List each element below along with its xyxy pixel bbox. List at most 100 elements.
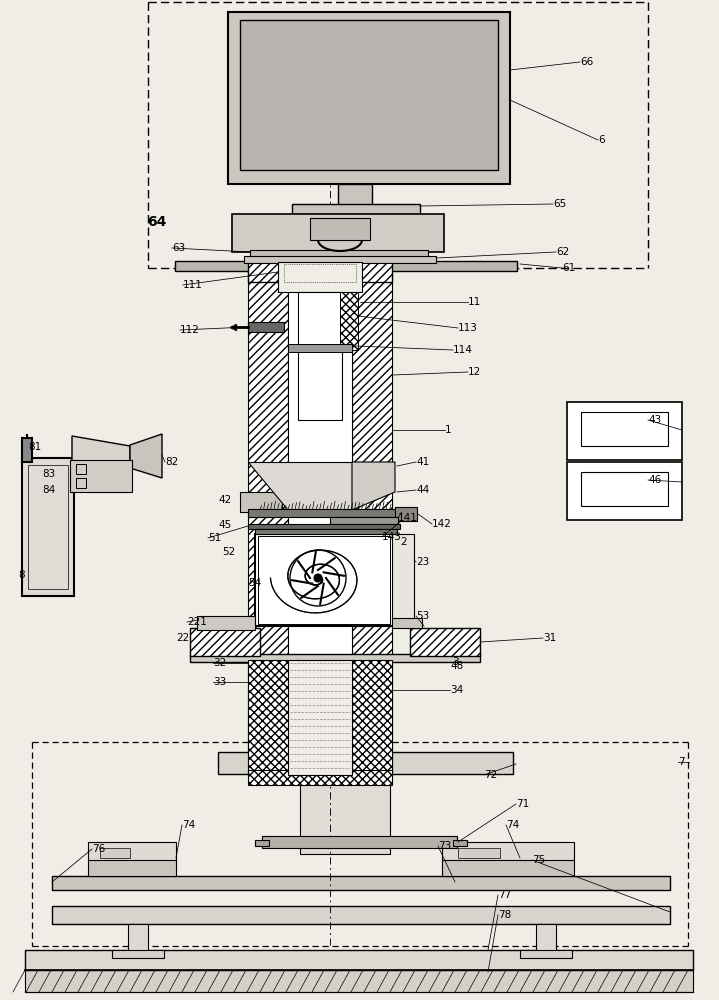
Bar [218, 752, 513, 774]
Bar [352, 265, 392, 775]
Bar [278, 262, 362, 292]
Bar [338, 184, 372, 206]
Text: 141: 141 [398, 513, 418, 523]
Text: 45: 45 [218, 520, 232, 530]
Bar [22, 438, 32, 462]
Text: 3: 3 [452, 657, 459, 667]
Text: 2: 2 [400, 537, 407, 547]
Bar [258, 536, 390, 624]
Polygon shape [248, 462, 352, 510]
Bar [330, 517, 398, 524]
Text: 62: 62 [556, 247, 569, 257]
Text: 111: 111 [183, 280, 203, 290]
Text: 46: 46 [648, 475, 661, 485]
Polygon shape [130, 434, 162, 478]
Text: 34: 34 [450, 685, 463, 695]
Text: 65: 65 [553, 199, 567, 209]
Bar [100, 848, 130, 858]
Bar [536, 924, 556, 952]
Bar [392, 618, 422, 628]
Bar [567, 402, 682, 460]
Bar [520, 950, 572, 958]
Text: 6: 6 [598, 135, 605, 145]
Bar [22, 458, 74, 596]
Bar [581, 412, 668, 446]
Text: 23: 23 [416, 557, 429, 567]
Text: 11: 11 [468, 297, 481, 307]
Bar [250, 250, 428, 258]
Bar [288, 344, 352, 352]
Text: 76: 76 [92, 844, 105, 854]
Bar [298, 292, 342, 420]
Bar [232, 214, 444, 252]
Text: 78: 78 [498, 910, 511, 920]
Text: 12: 12 [468, 367, 481, 377]
Bar [248, 322, 284, 332]
Polygon shape [352, 462, 395, 510]
Text: 33: 33 [213, 677, 226, 687]
Polygon shape [72, 436, 130, 478]
Bar [410, 628, 480, 656]
Text: 75: 75 [532, 855, 545, 865]
Bar [581, 472, 668, 506]
Text: 22: 22 [176, 633, 189, 643]
Bar [197, 616, 255, 630]
Text: 77: 77 [498, 890, 511, 900]
Bar [228, 12, 510, 184]
Text: 71: 71 [516, 799, 529, 809]
Bar [248, 265, 288, 775]
Bar [255, 840, 269, 846]
Bar [25, 950, 693, 970]
Text: 8: 8 [18, 570, 24, 580]
Bar [453, 840, 467, 846]
Bar [244, 256, 436, 263]
Bar [284, 264, 356, 282]
Bar [392, 534, 414, 626]
Bar [395, 507, 417, 521]
Text: 112: 112 [180, 325, 200, 335]
Bar [190, 654, 480, 662]
Bar [340, 292, 358, 350]
Text: 42: 42 [218, 495, 232, 505]
Text: 52: 52 [222, 547, 235, 557]
Bar [300, 774, 390, 854]
Bar [255, 529, 397, 534]
Text: 51: 51 [208, 533, 221, 543]
Bar [76, 478, 86, 488]
Text: 63: 63 [172, 243, 186, 253]
Bar [442, 860, 574, 876]
Text: 221: 221 [187, 617, 207, 627]
Bar [458, 848, 500, 858]
Bar [248, 262, 392, 282]
Bar [248, 770, 392, 785]
Text: 31: 31 [543, 633, 557, 643]
Bar [76, 464, 86, 474]
Text: 32: 32 [213, 658, 226, 668]
Text: 82: 82 [165, 457, 178, 467]
Bar [240, 20, 498, 170]
Bar [190, 628, 260, 656]
Text: 48: 48 [450, 661, 463, 671]
Bar [262, 836, 457, 848]
Bar [70, 460, 132, 492]
Text: 72: 72 [484, 770, 498, 780]
Bar [25, 970, 693, 992]
Text: 84: 84 [42, 485, 55, 495]
Text: 43: 43 [648, 415, 661, 425]
Bar [88, 860, 176, 876]
Bar [240, 492, 282, 512]
Bar [52, 906, 670, 924]
Text: 73: 73 [438, 841, 452, 851]
Bar [292, 204, 420, 216]
Bar [28, 465, 68, 589]
Bar [128, 924, 148, 952]
Text: 44: 44 [416, 485, 429, 495]
Bar [52, 876, 670, 890]
Circle shape [314, 574, 322, 582]
Text: 41: 41 [416, 457, 429, 467]
Text: 74: 74 [182, 820, 196, 830]
Bar [248, 660, 288, 775]
Text: 113: 113 [458, 323, 478, 333]
Text: 66: 66 [580, 57, 593, 67]
Bar [352, 660, 392, 775]
